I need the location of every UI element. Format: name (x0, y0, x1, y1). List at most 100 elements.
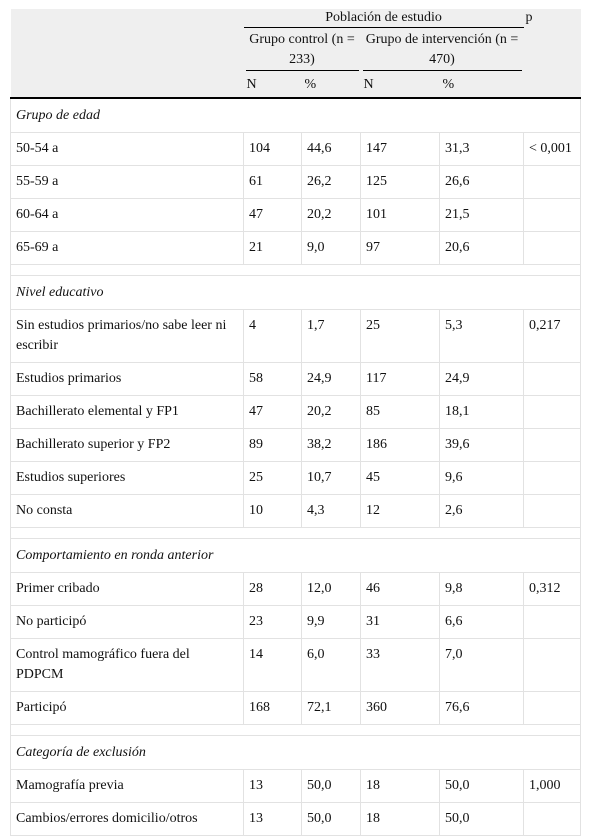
intervention-n-cell: 147 (360, 132, 440, 166)
intervention-pct-cell: 9,6 (438, 461, 525, 495)
spacer-row (9, 527, 582, 539)
intervention-pct-cell: 31,3 (438, 132, 525, 166)
data-table: Población de estudio p Grupo control (n … (9, 9, 582, 836)
header-intervention-cell: Grupo de intervención (n = 470) (360, 28, 524, 73)
row-label-cell: Control mamográfico fuera del PDPCM (10, 638, 244, 692)
spacer-row (9, 264, 582, 276)
control-n-cell: 21 (243, 231, 302, 265)
header-p: p (523, 9, 581, 73)
control-n-cell: 47 (243, 198, 302, 232)
intervention-pct-cell: 24,9 (438, 362, 525, 396)
p-value-cell: 1,000 (523, 769, 582, 803)
control-pct-cell: 72,1 (301, 691, 361, 725)
control-pct-cell: 20,2 (301, 395, 361, 429)
control-n-cell: 13 (243, 769, 302, 803)
control-n-cell: 13 (243, 802, 302, 836)
table-row: Estudios superiores 25 10,7 45 9,6 (10, 461, 582, 495)
table-row: Estudios primarios 58 24,9 117 24,9 (10, 362, 582, 396)
section-title: Categoría de exclusión (9, 735, 582, 770)
header-control-cell: Grupo control (n = 233) (243, 28, 361, 73)
table-row: Bachillerato superior y FP2 89 38,2 186 39,6 (10, 428, 582, 462)
control-pct-cell: 4,3 (301, 494, 361, 528)
control-pct-cell: 38,2 (301, 428, 361, 462)
intervention-n-cell: 45 (360, 461, 440, 495)
table-row: 55-59 a 61 26,2 125 26,6 (10, 165, 582, 199)
p-value-cell (523, 428, 582, 462)
control-n-cell: 10 (243, 494, 302, 528)
control-pct-cell: 1,7 (301, 309, 361, 363)
row-label-cell: No participó (10, 605, 244, 639)
table-row: No consta 10 4,3 12 2,6 (10, 494, 582, 528)
table-row: Bachillerato elemental y FP1 47 20,2 85 18,1 (10, 395, 582, 429)
intervention-pct-cell: 6,6 (438, 605, 525, 639)
control-n-cell: 25 (243, 461, 302, 495)
control-n-cell: 104 (243, 132, 302, 166)
intervention-pct-cell: 7,0 (438, 638, 525, 692)
intervention-pct-cell: 5,3 (438, 309, 525, 363)
intervention-n-cell: 125 (360, 165, 440, 199)
intervention-n-cell: 25 (360, 309, 440, 363)
p-value-cell (523, 231, 582, 265)
control-n-cell: 58 (243, 362, 302, 396)
p-value-cell (523, 691, 582, 725)
intervention-pct-cell: 20,6 (438, 231, 525, 265)
control-n-cell: 61 (243, 165, 302, 199)
header-intervention-n: N (360, 73, 440, 99)
p-value-cell: 0,217 (523, 309, 582, 363)
spacer-cell (9, 724, 582, 736)
row-label-cell: Estudios primarios (10, 362, 244, 396)
intervention-n-cell: 117 (360, 362, 440, 396)
p-value-cell: 0,312 (523, 572, 582, 606)
control-pct-cell: 12,0 (301, 572, 361, 606)
intervention-pct-cell: 39,6 (438, 428, 525, 462)
control-pct-cell: 24,9 (301, 362, 361, 396)
section-header-row: Categoría de exclusión (9, 735, 582, 770)
control-pct-cell: 6,0 (301, 638, 361, 692)
control-pct-cell: 50,0 (301, 769, 361, 803)
table-row: Cambios/errores domicilio/otros 13 50,0 18 5… (10, 802, 582, 836)
intervention-n-cell: 97 (360, 231, 440, 265)
header-population: Población de estudio (243, 9, 524, 28)
row-label-cell: Bachillerato elemental y FP1 (10, 395, 244, 429)
intervention-n-cell: 12 (360, 494, 440, 528)
table-row: Control mamográfico fuera del PDPCM 14 6,0… (10, 638, 582, 692)
table-header: Población de estudio p Grupo control (n … (10, 9, 581, 99)
table-row: 65-69 a 21 9,0 97 20,6 (10, 231, 582, 265)
row-label-cell: 60-64 a (10, 198, 244, 232)
table-row: No participó 23 9,9 31 6,6 (10, 605, 582, 639)
control-n-cell: 14 (243, 638, 302, 692)
p-value-cell (523, 638, 582, 692)
p-value-cell (523, 198, 582, 232)
spacer-cell (9, 527, 582, 539)
p-value-cell: < 0,001 (523, 132, 582, 166)
section-header-row: Grupo de edad (9, 97, 582, 133)
control-pct-cell: 26,2 (301, 165, 361, 199)
intervention-pct-cell: 2,6 (438, 494, 525, 528)
intervention-pct-cell: 26,6 (438, 165, 525, 199)
intervention-pct-cell: 21,5 (438, 198, 525, 232)
row-label-cell: 50-54 a (10, 132, 244, 166)
intervention-n-cell: 18 (360, 769, 440, 803)
intervention-n-cell: 85 (360, 395, 440, 429)
section-title: Nivel educativo (9, 275, 582, 310)
control-pct-cell: 9,0 (301, 231, 361, 265)
p-value-cell (523, 395, 582, 429)
control-n-cell: 28 (243, 572, 302, 606)
row-label-cell: Estudios superiores (10, 461, 244, 495)
intervention-n-cell: 46 (360, 572, 440, 606)
page: Población de estudio p Grupo control (n … (9, 9, 582, 836)
intervention-pct-cell: 50,0 (438, 769, 525, 803)
header-blank-2 (10, 73, 244, 99)
section-title: Comportamiento en ronda anterior (9, 538, 582, 573)
header-intervention-pct: % (439, 73, 524, 99)
p-value-cell (523, 362, 582, 396)
intervention-pct-cell: 76,6 (438, 691, 525, 725)
row-label-cell: Participó (10, 691, 244, 725)
control-n-cell: 168 (243, 691, 302, 725)
intervention-pct-cell: 9,8 (438, 572, 525, 606)
table-row: Sin estudios primarios/no sabe leer ni e… (10, 309, 582, 363)
header-intervention: Grupo de intervención (n = 470) (362, 30, 522, 71)
control-pct-cell: 44,6 (301, 132, 361, 166)
row-label-cell: Sin estudios primarios/no sabe leer ni e… (10, 309, 244, 363)
control-n-cell: 4 (243, 309, 302, 363)
